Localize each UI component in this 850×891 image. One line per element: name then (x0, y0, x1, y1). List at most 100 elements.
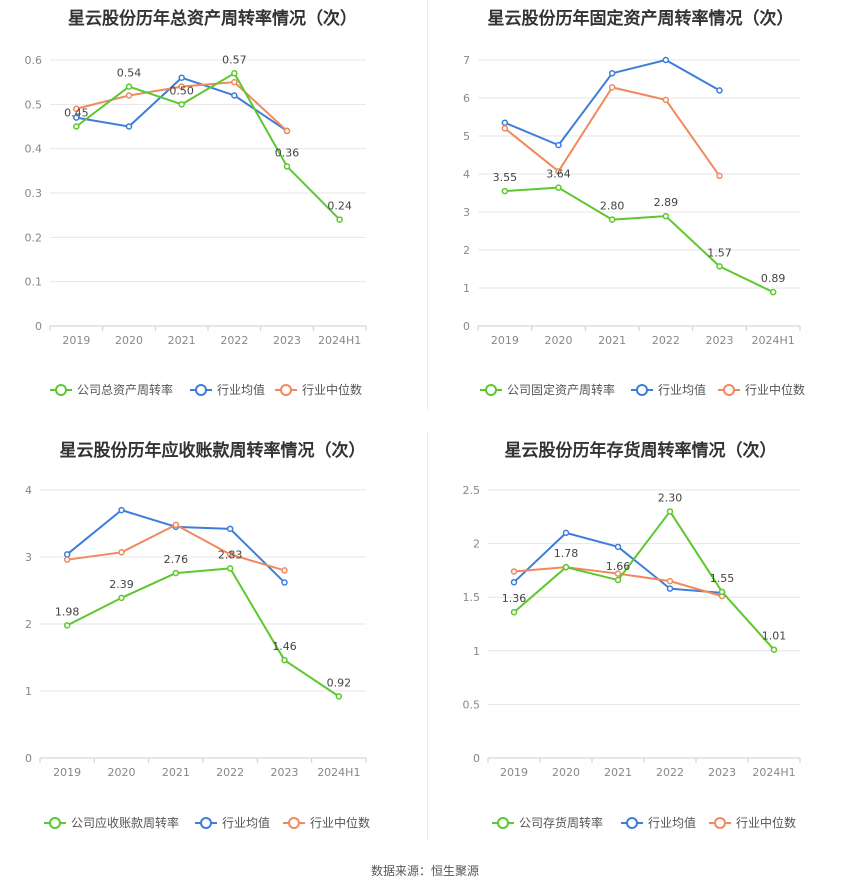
data-point (666, 508, 674, 515)
data-point (178, 74, 185, 81)
series-line (504, 86, 721, 177)
data-point (63, 556, 71, 563)
y-tick-label: 3 (463, 206, 470, 219)
data-label: 2.80 (600, 200, 625, 213)
data-label: 1.36 (502, 592, 527, 605)
data-label: 2.89 (654, 196, 679, 209)
panel-divider (427, 0, 428, 410)
legend-label: 行业均值 (658, 382, 706, 397)
x-tick-label: 2022 (656, 766, 684, 779)
x-tick-label: 2022 (652, 334, 680, 347)
x-tick-label: 2019 (491, 334, 519, 347)
chart-inventory-turnover: 星云股份历年存货周转率情况（次） 0 0.5 1 1.5 2 2.5 2019 2020 202… (428, 432, 850, 862)
data-point (226, 525, 234, 533)
data-point (73, 114, 80, 121)
y-tick-label: 0.6 (25, 54, 43, 67)
x-tick-label: 2021 (598, 334, 626, 347)
data-point (178, 83, 185, 90)
data-point (662, 212, 670, 220)
data-label: 1.78 (554, 547, 579, 560)
data-label: 0.54 (117, 67, 142, 80)
data-label: 2.39 (109, 578, 134, 591)
x-tick-label: 2020 (115, 334, 143, 347)
y-tick-label: 4 (25, 484, 32, 497)
x-tick-label: 2024H1 (752, 334, 795, 347)
data-point (283, 163, 291, 170)
x-tick-label: 2019 (62, 334, 90, 347)
data-label: 0.57 (222, 53, 247, 66)
data-point (510, 578, 518, 586)
data-label: 1.98 (55, 605, 80, 618)
data-point (510, 608, 518, 616)
data-point (608, 84, 616, 91)
data-point (281, 579, 288, 586)
data-point (614, 576, 622, 584)
series-line (513, 510, 775, 651)
data-point (231, 70, 238, 77)
data-point (718, 588, 726, 596)
data-label: 0.24 (327, 200, 352, 213)
legend-label: 行业均值 (217, 382, 265, 397)
data-point (172, 521, 180, 529)
data-point (555, 184, 562, 191)
y-tick-label: 2 (25, 618, 32, 631)
data-point (666, 577, 674, 585)
y-tick-label: 0.2 (25, 231, 43, 244)
y-tick-label: 6 (463, 92, 470, 105)
data-label: 1.46 (272, 640, 297, 653)
x-tick-label: 2023 (708, 766, 736, 779)
data-label: 1.66 (606, 560, 631, 573)
data-point (562, 563, 570, 571)
legend-label: 公司总资产周转率 (77, 382, 173, 397)
chart-title: 星云股份历年总资产周转率情况（次） (68, 9, 357, 29)
data-point (125, 92, 133, 99)
data-source: 数据来源：恒生聚源 (370, 864, 479, 878)
y-tick-label: 0 (35, 320, 42, 333)
legend-label: 公司应收账款周转率 (71, 815, 179, 830)
data-point (231, 92, 238, 99)
x-tick-label: 2024H1 (317, 766, 360, 779)
data-point (716, 87, 723, 94)
data-label: 3.55 (493, 171, 517, 184)
data-point (172, 569, 180, 577)
y-tick-label: 0.4 (25, 143, 43, 156)
legend-marker (636, 384, 648, 396)
chart-svg: 0 0.1 0.2 0.3 0.4 0.5 0.6 2019 2020 2021 2022 2023 2… (25, 53, 367, 397)
data-point (226, 565, 234, 572)
x-tick-label: 2022 (216, 766, 244, 779)
x-tick-label: 2021 (168, 334, 196, 347)
data-label: 0.50 (169, 84, 194, 97)
data-point (118, 549, 125, 556)
legend-label: 行业中位数 (736, 815, 796, 830)
legend-marker (723, 384, 735, 396)
chart-fixed-asset-turnover: 星云股份历年固定资产周转率情况（次） 0 1 2 3 4 5 6 7 2019 2020 2021 2… (428, 0, 850, 430)
legend-marker (200, 817, 212, 829)
chart-title: 星云股份历年固定资产周转率情况（次） (487, 9, 794, 29)
legend-label: 公司固定资产周转率 (507, 382, 615, 397)
y-tick-label: 0.5 (463, 698, 481, 711)
data-point (226, 551, 234, 558)
legend-marker (55, 384, 67, 396)
data-point (770, 646, 778, 653)
y-tick-label: 1.5 (463, 591, 481, 604)
data-point (335, 693, 343, 700)
y-tick-label: 0.5 (25, 98, 43, 111)
y-tick-label: 1 (25, 685, 32, 698)
y-tick-label: 0 (473, 752, 480, 765)
legend-marker (497, 817, 509, 829)
data-point (283, 127, 291, 135)
y-tick-label: 2 (463, 244, 470, 257)
data-point (614, 570, 622, 577)
x-tick-label: 2020 (545, 334, 573, 347)
chart-receivable-turnover: 星云股份历年应收账款周转率情况（次） 0 1 2 3 4 2019 2020 2021 2022… (0, 432, 425, 862)
legend-label: 行业中位数 (310, 815, 370, 830)
x-tick-label: 2024H1 (318, 334, 361, 347)
panel-divider (427, 432, 428, 840)
data-point (125, 83, 133, 90)
x-tick-label: 2021 (162, 766, 190, 779)
data-point (662, 56, 670, 64)
legend-marker (195, 384, 207, 396)
data-point (501, 125, 509, 132)
data-point (608, 70, 616, 77)
x-tick-label: 2020 (552, 766, 580, 779)
